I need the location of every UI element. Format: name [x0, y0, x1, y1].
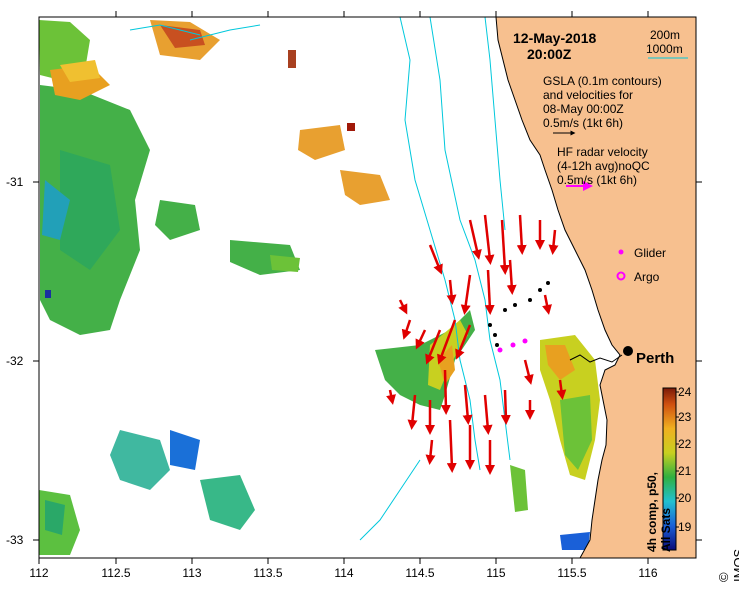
- x-tick-113-5: 113.5: [253, 566, 283, 580]
- hf-line-3: 0.5m/s (1kt 6h): [557, 173, 638, 187]
- colorbar-tick-21: 21: [678, 464, 692, 478]
- x-tick-114: 114: [334, 566, 354, 580]
- argo-legend-icon: [616, 271, 626, 281]
- city-label-perth: Perth: [636, 350, 675, 367]
- axis-ticks: [33, 11, 702, 564]
- contour-200m-label: 200m: [650, 28, 681, 42]
- gsla-line-2: and velocities for: [543, 88, 634, 102]
- y-tick-minus31: -31: [6, 175, 24, 189]
- gsla-line-4: 0.5m/s (1kt 6h): [543, 116, 624, 130]
- x-tick-112-5: 112.5: [101, 566, 131, 580]
- map-title-time: 20:00Z: [527, 46, 572, 62]
- gsla-line-3: 08-May 00:00Z: [543, 102, 624, 116]
- legend-glider-label: Glider: [634, 246, 667, 260]
- contour-1000m-label: 1000m: [646, 42, 683, 56]
- x-tick-114-5: 114.5: [405, 566, 435, 580]
- hf-line-2: (4-12h avg)noQC: [557, 159, 650, 173]
- perth-river: [569, 354, 623, 363]
- colorbar-tick-20: 20: [678, 491, 692, 505]
- imos-credit: © IMOS 14-May-2018 01:46 Hobart Time: [716, 548, 739, 582]
- x-tick-112: 112: [29, 566, 49, 580]
- perth-marker: [623, 346, 633, 356]
- colorbar-tick-22: 22: [678, 437, 692, 451]
- hf-line-1: HF radar velocity: [557, 145, 648, 159]
- sst-patches-west: [39, 20, 390, 555]
- bathymetry-contours: [129, 17, 511, 541]
- gsla-line-1: GSLA (0.1m contours): [543, 74, 662, 88]
- colorbar-tick-24: 24: [678, 385, 692, 399]
- colorbar-label: 4h comp, p50, All Sats: [645, 471, 673, 552]
- map-title-date: 12-May-2018: [513, 30, 597, 46]
- colorbar: [662, 387, 677, 551]
- colorbar-ticks: [676, 391, 679, 528]
- plot-frame: [38, 16, 697, 559]
- glider-positions: [497, 338, 528, 353]
- legend-argo-label: Argo: [634, 270, 660, 284]
- land-mass: [495, 17, 696, 558]
- x-tick-115-5: 115.5: [557, 566, 587, 580]
- colorbar-tick-19: 19: [678, 520, 692, 534]
- glider-legend-icon: [618, 249, 624, 255]
- x-tick-115: 115: [486, 566, 506, 580]
- hf-radar-velocity-arrows: [386, 214, 567, 475]
- x-tick-113: 113: [182, 566, 202, 580]
- y-tick-minus32: -32: [6, 354, 24, 368]
- colorbar-tick-23: 23: [678, 410, 692, 424]
- x-tick-116: 116: [638, 566, 658, 580]
- glider-track: [488, 281, 550, 347]
- y-tick-minus33: -33: [6, 533, 24, 547]
